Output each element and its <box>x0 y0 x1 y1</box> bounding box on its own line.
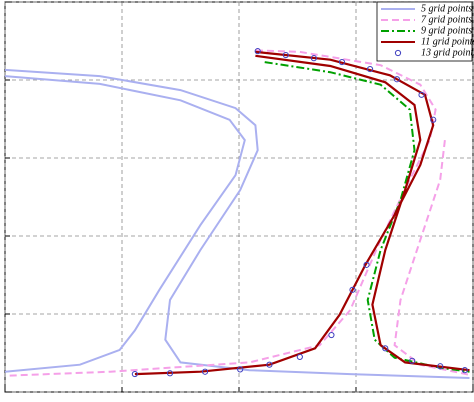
legend-swatch <box>394 49 402 57</box>
marker <box>338 58 346 66</box>
marker <box>266 361 273 368</box>
marker <box>328 331 335 339</box>
marker <box>363 261 370 268</box>
marker <box>349 286 356 293</box>
marker <box>166 370 174 377</box>
legend-label: 11 grid points <box>421 36 474 47</box>
series-line <box>4 68 470 379</box>
legend-label: 5 grid points <box>421 3 472 14</box>
marker <box>237 366 244 373</box>
marker <box>461 367 468 374</box>
legend-label: 9 grid points <box>421 25 472 36</box>
marker <box>382 345 389 352</box>
marker <box>409 357 416 364</box>
legend-label: 13 grid points <box>421 47 474 58</box>
marker <box>282 51 289 59</box>
marker <box>254 48 261 55</box>
legend-label: 7 grid points <box>421 14 472 25</box>
series-line <box>9 49 470 377</box>
marker <box>418 91 425 98</box>
marker <box>131 370 138 378</box>
marker <box>296 353 303 360</box>
marker <box>393 76 401 83</box>
marker <box>366 65 374 73</box>
marker <box>430 116 437 123</box>
series-line <box>134 50 470 376</box>
marker <box>201 368 209 375</box>
marker <box>310 55 317 62</box>
marker <box>437 363 444 370</box>
series-line <box>264 61 470 373</box>
